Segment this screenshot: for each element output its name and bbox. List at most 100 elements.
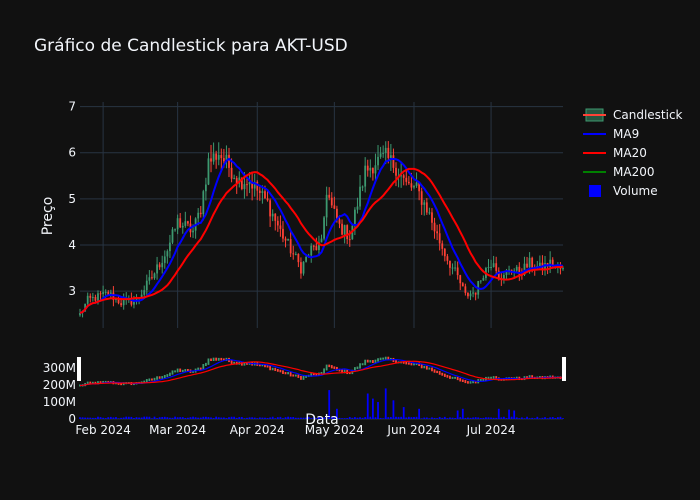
candle [284, 236, 287, 248]
candle [276, 216, 279, 232]
range-candle [433, 369, 436, 373]
legend-label: MA20 [613, 146, 647, 160]
candle-body [140, 294, 143, 298]
candle [204, 177, 207, 201]
legend-item[interactable]: Volume [589, 184, 658, 198]
candle [184, 211, 187, 228]
volume-bar [189, 417, 192, 419]
candle [526, 256, 528, 269]
range-candle [151, 378, 153, 381]
candle-body [364, 165, 367, 187]
candle [479, 280, 482, 284]
candle-body [505, 270, 508, 276]
candle-body [235, 177, 238, 184]
range-candle [461, 379, 464, 383]
candle [86, 292, 89, 307]
volume-bar [158, 417, 161, 419]
y-tick-label: 6 [68, 146, 76, 160]
axes: 3 4 5 6 7 Feb 2024 Mar 2024 Apr 2024 May 2024 Jun… [43, 100, 516, 437]
range-candle [341, 369, 343, 374]
volume-spike-bar [461, 408, 464, 419]
volume-bar [215, 416, 218, 419]
volume-bar [104, 418, 107, 419]
candle-body [515, 266, 518, 271]
candle [253, 173, 256, 197]
range-candle [330, 365, 333, 369]
volume-bar [163, 416, 166, 419]
candle [413, 185, 415, 190]
volume-bar [410, 417, 413, 419]
legend-item[interactable]: Candlestick [583, 108, 683, 122]
range-candle [413, 363, 415, 366]
range-handle-right[interactable] [562, 357, 566, 381]
range-candle [356, 366, 359, 370]
volume-bar [531, 417, 534, 419]
legend-item[interactable]: MA20 [583, 146, 647, 160]
volume-bar [115, 417, 117, 419]
candle [382, 145, 385, 158]
candle [472, 287, 474, 298]
volume-tick-label: 200M [43, 378, 76, 392]
range-candle [86, 381, 89, 385]
legend-label: MA200 [613, 165, 654, 179]
volume-bar [464, 417, 467, 419]
range-candle [459, 378, 462, 382]
candle-body [413, 185, 415, 188]
candle-body [487, 266, 490, 268]
volume-bars [79, 388, 564, 419]
candle-body [472, 292, 474, 294]
candle [405, 168, 408, 186]
candle-body [354, 209, 356, 226]
candle-body [433, 222, 436, 232]
range-candle [274, 367, 277, 371]
candle-body [300, 262, 302, 274]
candle [549, 251, 552, 274]
range-candle [240, 361, 243, 366]
range-candle [179, 368, 182, 373]
volume-bar [287, 416, 289, 419]
volume-spike-bar [418, 408, 421, 419]
range-candle [210, 358, 212, 362]
candle-body [323, 217, 325, 239]
candle-body [490, 266, 492, 268]
candle [315, 237, 318, 251]
volume-bar [387, 417, 390, 419]
candle [312, 244, 315, 251]
candle [425, 198, 428, 215]
range-candle [492, 376, 495, 379]
volume-bar [238, 416, 241, 419]
candle [238, 171, 241, 188]
legend[interactable]: Candlestick MA9 MA20 MA200 Volume [583, 108, 683, 198]
legend-item[interactable]: MA9 [583, 127, 639, 141]
volume-bar [171, 417, 174, 419]
volume-bar [415, 416, 418, 419]
range-candle [402, 361, 405, 364]
candle [402, 173, 405, 186]
range-ma20-line [79, 360, 563, 387]
volume-tick-label: 100M [43, 395, 76, 409]
range-handle-left[interactable] [77, 357, 81, 381]
candle [258, 186, 261, 201]
candle-body [212, 153, 215, 162]
range-candle [271, 367, 274, 371]
candle-body [341, 223, 343, 235]
volume-bar [140, 417, 143, 419]
candle-body [320, 238, 323, 243]
candle-body [109, 292, 112, 295]
range-candle [387, 356, 390, 361]
candle-body [107, 292, 110, 295]
range-candle [143, 380, 146, 384]
x-tick-label: Mar 2024 [149, 423, 206, 437]
candle-body [148, 277, 151, 281]
candle-body [441, 243, 444, 249]
range-candle [526, 376, 528, 379]
candle [454, 260, 456, 272]
legend-item[interactable]: MA200 [583, 165, 654, 179]
candle [446, 253, 449, 265]
candle [359, 175, 361, 210]
volume-bar [379, 417, 382, 419]
volume-bar [204, 416, 207, 419]
range-slider[interactable] [77, 356, 566, 387]
volume-bar [538, 418, 541, 419]
range-candle [405, 361, 408, 365]
